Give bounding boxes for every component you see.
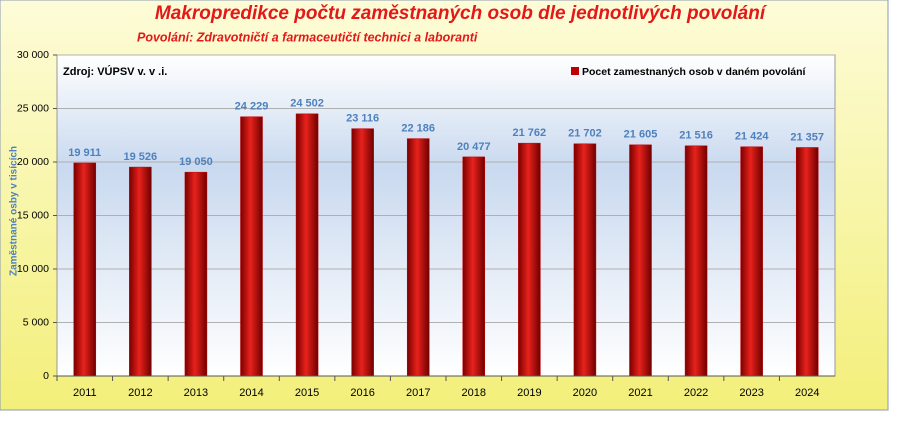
data-label: 21 516 <box>679 130 713 142</box>
data-label: 21 605 <box>624 129 658 141</box>
y-tick-label: 20 000 <box>17 156 49 168</box>
data-label: 24 229 <box>235 101 269 113</box>
legend-swatch <box>571 67 579 75</box>
legend-label: Pocet zamestnaných osob v daném povolání <box>582 66 807 78</box>
bar <box>240 116 263 377</box>
data-label: 23 116 <box>346 113 379 125</box>
subtitle: Povolání: Zdravotničtí a farmaceutičtí t… <box>137 30 478 44</box>
x-tick-label: 2022 <box>684 387 708 399</box>
x-tick-label: 2023 <box>739 387 763 399</box>
x-tick-label: 2014 <box>239 387 263 399</box>
bar <box>295 113 319 377</box>
x-tick-label: 2016 <box>350 387 374 399</box>
x-tick-label: 2015 <box>295 387 319 399</box>
bar <box>351 128 374 377</box>
y-axis-label: Zaměstnané osby v tisících <box>9 146 20 276</box>
bar <box>184 171 208 377</box>
x-tick-label: 2017 <box>406 387 430 399</box>
x-tick-label: 2020 <box>573 387 597 399</box>
data-label: 24 502 <box>290 98 324 110</box>
bar <box>795 147 819 377</box>
bar <box>129 166 152 377</box>
x-tick-label: 2013 <box>184 387 208 399</box>
x-tick-label: 2021 <box>628 387 652 399</box>
source: Zdroj: VÚPSV v. v .i. <box>63 65 167 78</box>
data-label: 21 762 <box>513 127 547 139</box>
bar <box>406 138 430 377</box>
y-tick-label: 15 000 <box>17 209 49 221</box>
bar <box>73 162 97 377</box>
x-tick-label: 2024 <box>795 387 819 399</box>
bar <box>518 142 541 377</box>
data-label: 21 357 <box>790 131 824 143</box>
x-tick-label: 2019 <box>517 387 541 399</box>
data-label: 21 424 <box>735 131 770 143</box>
data-label: 19 911 <box>68 147 101 159</box>
data-label: 19 050 <box>179 156 213 168</box>
y-tick-label: 25 000 <box>17 102 49 114</box>
data-label: 22 186 <box>401 123 435 135</box>
y-tick-label: 5 000 <box>23 316 49 328</box>
bar <box>629 144 652 377</box>
x-tick-label: 2012 <box>128 387 152 399</box>
x-tick-label: 2018 <box>462 387 486 399</box>
x-tick-label: 2011 <box>73 387 97 399</box>
data-label: 20 477 <box>457 141 491 153</box>
y-tick-label: 10 000 <box>17 263 49 275</box>
y-tick-label: 30 000 <box>17 49 49 61</box>
bar <box>462 156 486 377</box>
y-tick-label: 0 <box>43 370 49 382</box>
chart-title: Makropredikce počtu zaměstnaných osob dl… <box>155 3 768 24</box>
bar <box>740 146 763 377</box>
data-label: 19 526 <box>124 151 158 163</box>
data-label: 21 702 <box>568 128 602 140</box>
bar <box>573 143 597 377</box>
bar <box>684 145 708 377</box>
